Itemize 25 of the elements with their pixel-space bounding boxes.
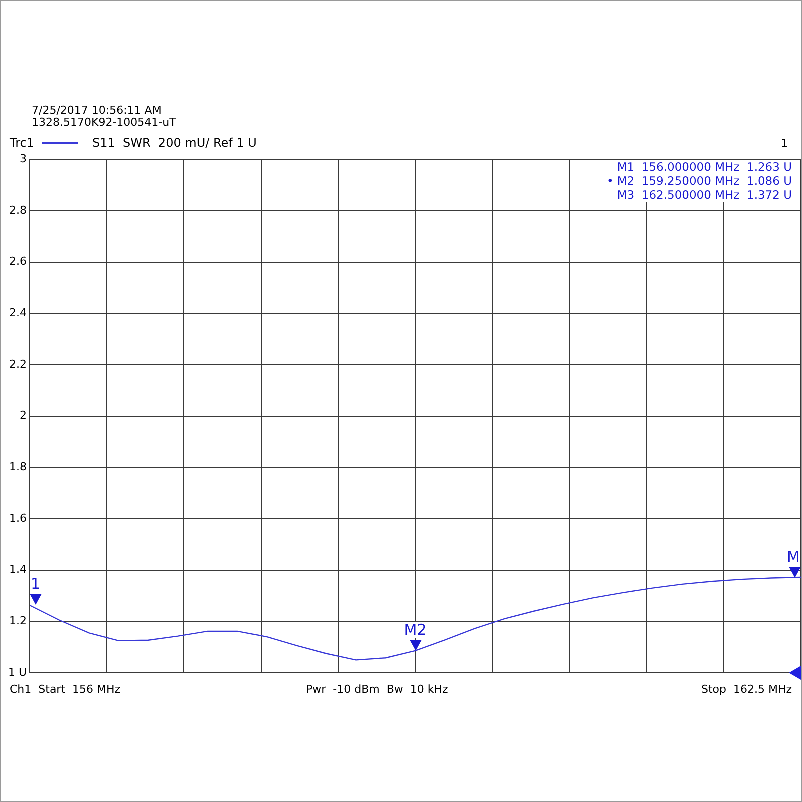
y-tick-label: 2 (20, 409, 27, 422)
y-tick-label: 1.2 (10, 614, 27, 628)
chart-subtitle: S11 SWR 200 mU/ Ref 1 U (92, 136, 257, 150)
text: 1 (781, 137, 788, 150)
annotation: • M2 159.250000 MHz 1.086 U (604, 174, 794, 188)
annotation: M1 156.000000 MHz 1.263 U (615, 160, 794, 174)
y-tick-label: 1 U (8, 666, 27, 679)
y-tick-label: 1.6 (10, 512, 27, 525)
text: Pwr -10 dBm Bw 10 kHz (306, 683, 448, 696)
text: 7/25/2017 10:56:11 AM (32, 104, 162, 117)
y-tick-label: 1.8 (10, 460, 27, 474)
text: 1328.5170K92-100541-uT (32, 116, 176, 129)
y-tick-label: 1.4 (10, 563, 27, 576)
y-tick-label: 2.8 (10, 204, 27, 217)
y-tick-label: 2.6 (10, 255, 27, 268)
annotation: M (787, 548, 800, 566)
text: Stop 162.5 MHz (701, 683, 792, 696)
y-tick-label: 3 (20, 152, 27, 166)
text: Ch1 Start 156 MHz (10, 683, 121, 696)
y-tick-label: 2.2 (10, 358, 27, 371)
annotation: M3 162.500000 MHz 1.372 U (615, 188, 794, 202)
legend-label: Trc1 (10, 136, 34, 150)
annotation: M2 (404, 620, 427, 639)
y-tick-label: 2.4 (10, 306, 27, 320)
annotation: 1 (31, 575, 41, 594)
